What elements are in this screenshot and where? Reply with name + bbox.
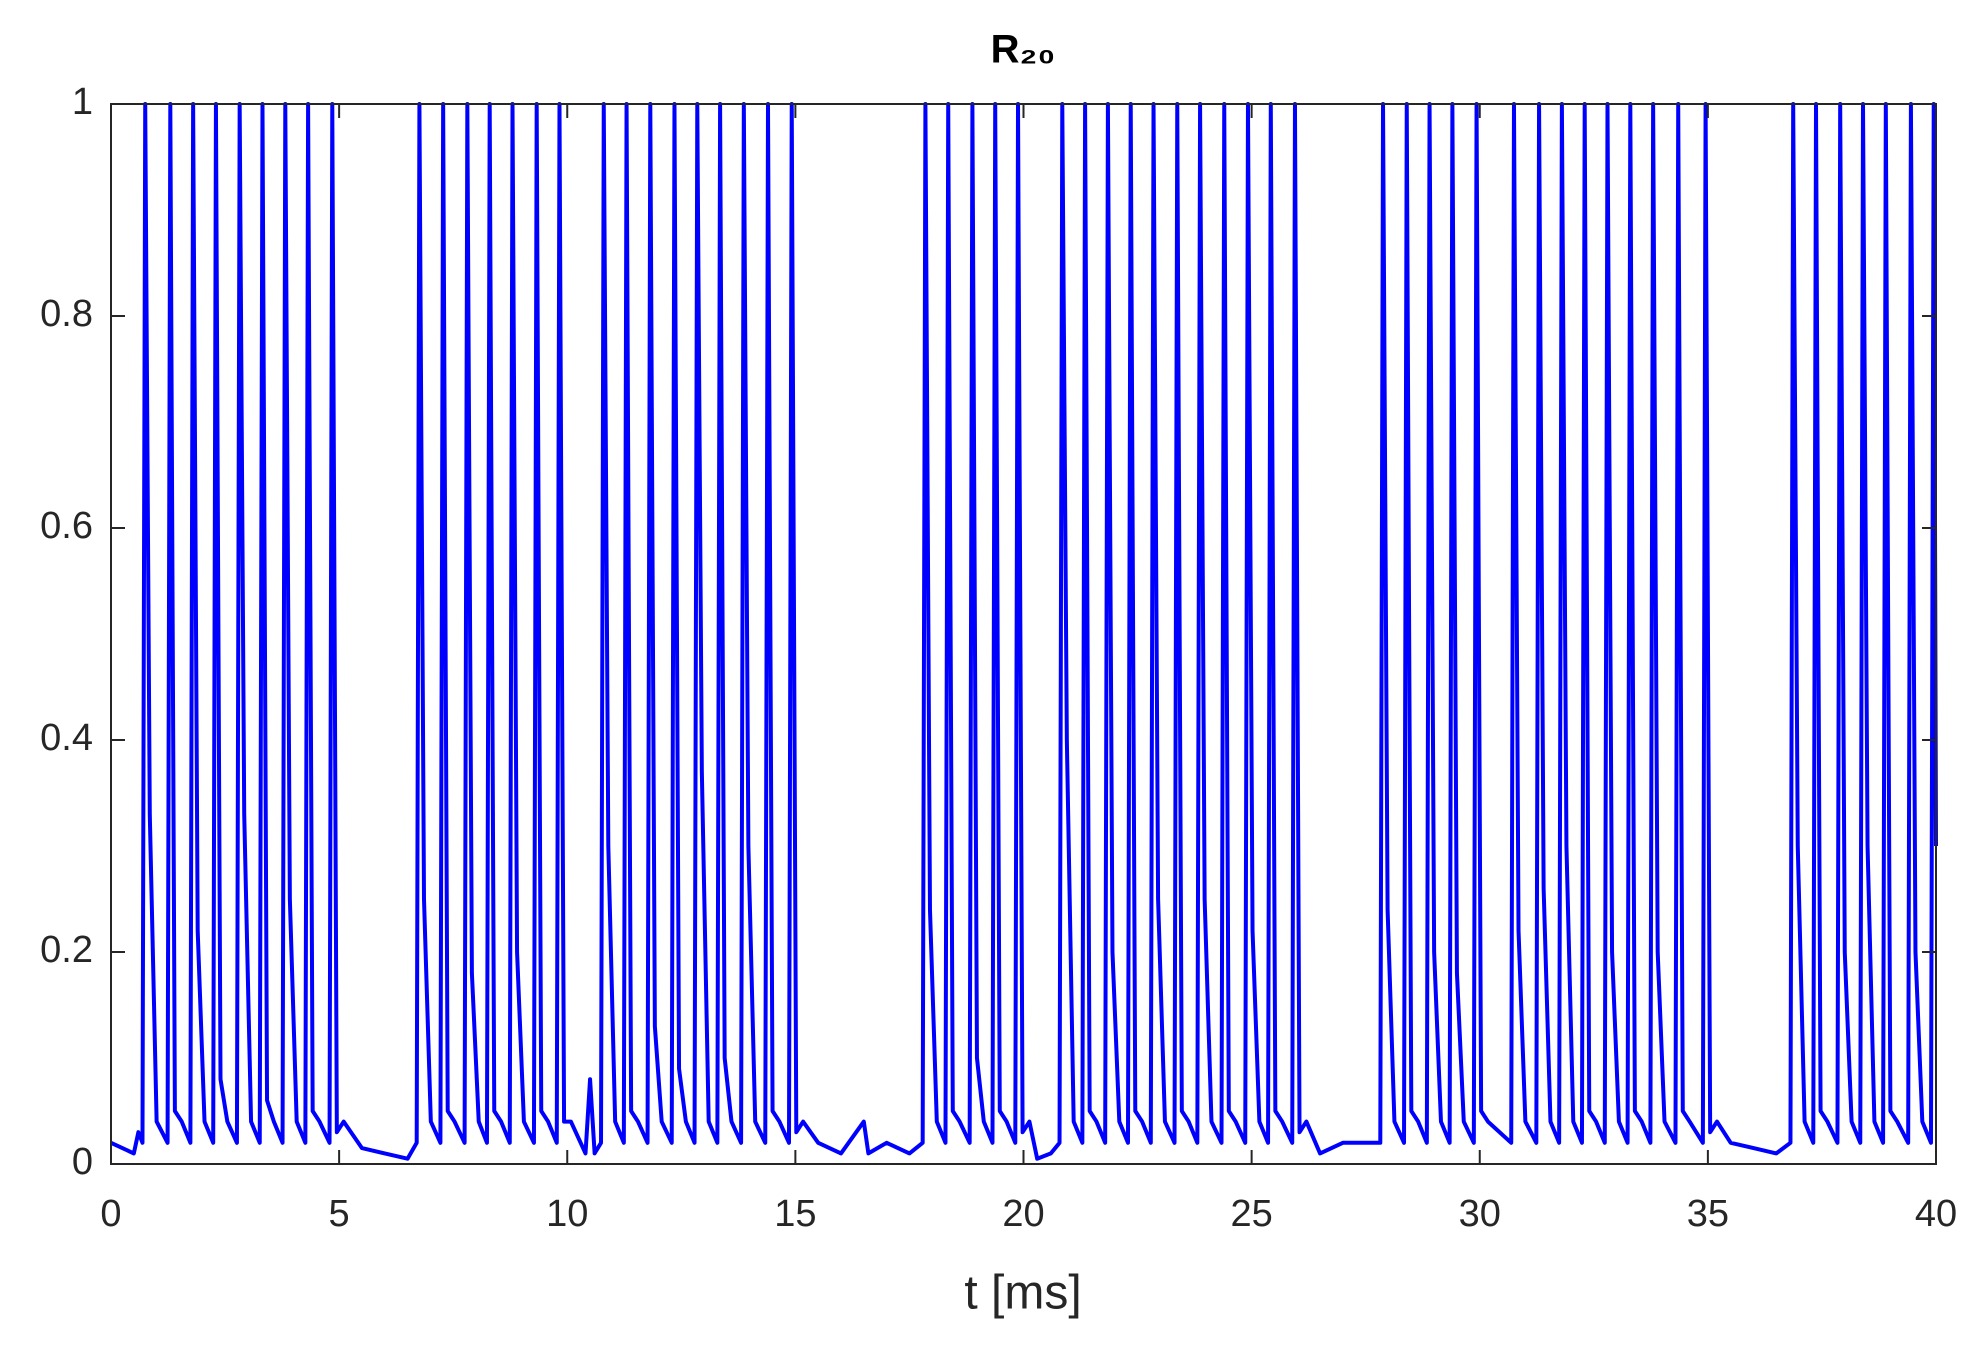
chart-title: R₂₀ [991, 28, 1056, 72]
data-line [110, 102, 1938, 1161]
x-tick-label: 35 [1687, 1193, 1729, 1235]
x-tick-label: 0 [100, 1193, 121, 1235]
x-tick-label: 10 [546, 1193, 588, 1235]
plot-area [110, 102, 1938, 1161]
x-tick-label: 15 [774, 1193, 816, 1235]
x-tick-label: 5 [329, 1193, 350, 1235]
y-tick-label: 1 [72, 81, 93, 123]
x-tick-label: 20 [1002, 1193, 1044, 1235]
x-tick-label: 25 [1230, 1193, 1272, 1235]
y-tick-label: 0.4 [40, 717, 93, 759]
y-tick-label: 0 [72, 1141, 93, 1183]
x-axis-label: t [ms] [964, 1267, 1081, 1320]
y-tick-label: 0.2 [40, 929, 93, 971]
y-tick-label: 0.6 [40, 505, 93, 547]
y-tick-label: 0.8 [40, 293, 93, 335]
x-tick-label: 40 [1915, 1193, 1957, 1235]
x-tick-label: 30 [1459, 1193, 1501, 1235]
